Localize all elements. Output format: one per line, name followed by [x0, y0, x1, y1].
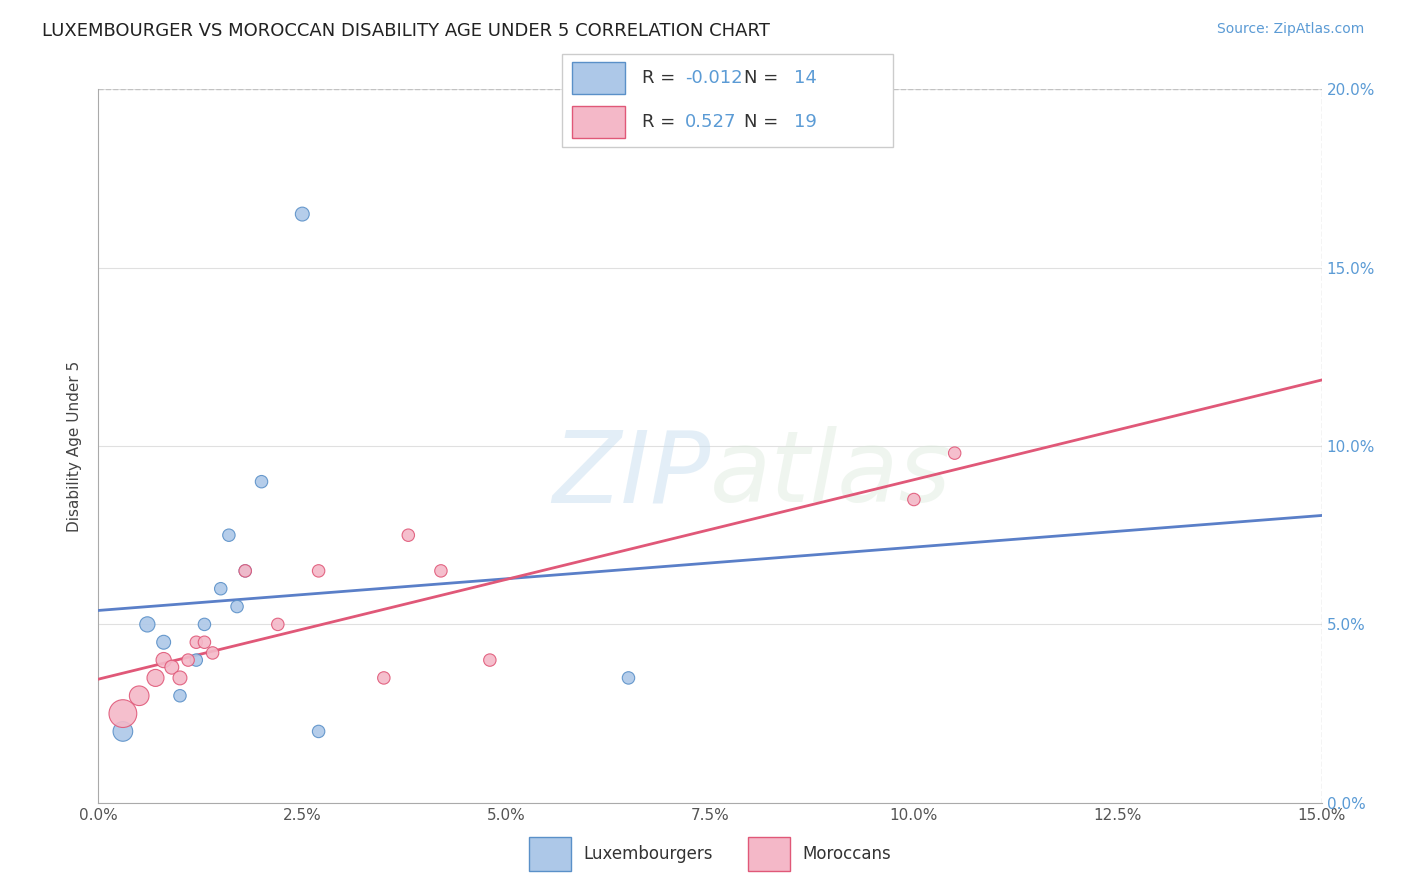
- Point: [617, 671, 640, 685]
- Text: Luxembourgers: Luxembourgers: [583, 845, 713, 863]
- Text: N =: N =: [744, 113, 785, 131]
- Point: [186, 653, 208, 667]
- Point: [193, 635, 215, 649]
- Point: [201, 646, 224, 660]
- Text: atlas: atlas: [710, 426, 952, 523]
- Point: [209, 582, 232, 596]
- Point: [396, 528, 419, 542]
- Point: [145, 671, 167, 685]
- Point: [308, 564, 330, 578]
- Point: [218, 528, 240, 542]
- Point: [193, 617, 215, 632]
- Point: [373, 671, 395, 685]
- Point: [111, 724, 134, 739]
- Bar: [748, 837, 790, 871]
- Point: [169, 671, 191, 685]
- Point: [267, 617, 290, 632]
- Point: [160, 660, 183, 674]
- Text: LUXEMBOURGER VS MOROCCAN DISABILITY AGE UNDER 5 CORRELATION CHART: LUXEMBOURGER VS MOROCCAN DISABILITY AGE …: [42, 22, 770, 40]
- Text: Moroccans: Moroccans: [803, 845, 891, 863]
- Bar: [572, 62, 626, 94]
- Point: [430, 564, 453, 578]
- Point: [136, 617, 159, 632]
- Point: [233, 564, 256, 578]
- Text: N =: N =: [744, 69, 785, 87]
- Bar: [529, 837, 571, 871]
- Point: [291, 207, 314, 221]
- Y-axis label: Disability Age Under 5: Disability Age Under 5: [67, 360, 83, 532]
- Point: [128, 689, 150, 703]
- Point: [250, 475, 273, 489]
- Point: [186, 635, 208, 649]
- Text: -0.012: -0.012: [685, 69, 742, 87]
- Point: [152, 635, 174, 649]
- Point: [943, 446, 966, 460]
- Text: 14: 14: [793, 69, 817, 87]
- Point: [233, 564, 256, 578]
- Text: 19: 19: [793, 113, 817, 131]
- Point: [903, 492, 925, 507]
- Point: [111, 706, 134, 721]
- Text: Source: ZipAtlas.com: Source: ZipAtlas.com: [1216, 22, 1364, 37]
- Point: [177, 653, 200, 667]
- Text: 0.527: 0.527: [685, 113, 737, 131]
- Text: R =: R =: [641, 113, 686, 131]
- Point: [478, 653, 501, 667]
- Bar: [572, 106, 626, 138]
- Point: [169, 689, 191, 703]
- Point: [308, 724, 330, 739]
- Text: R =: R =: [641, 69, 681, 87]
- Point: [226, 599, 249, 614]
- Point: [152, 653, 174, 667]
- Text: ZIP: ZIP: [551, 426, 710, 523]
